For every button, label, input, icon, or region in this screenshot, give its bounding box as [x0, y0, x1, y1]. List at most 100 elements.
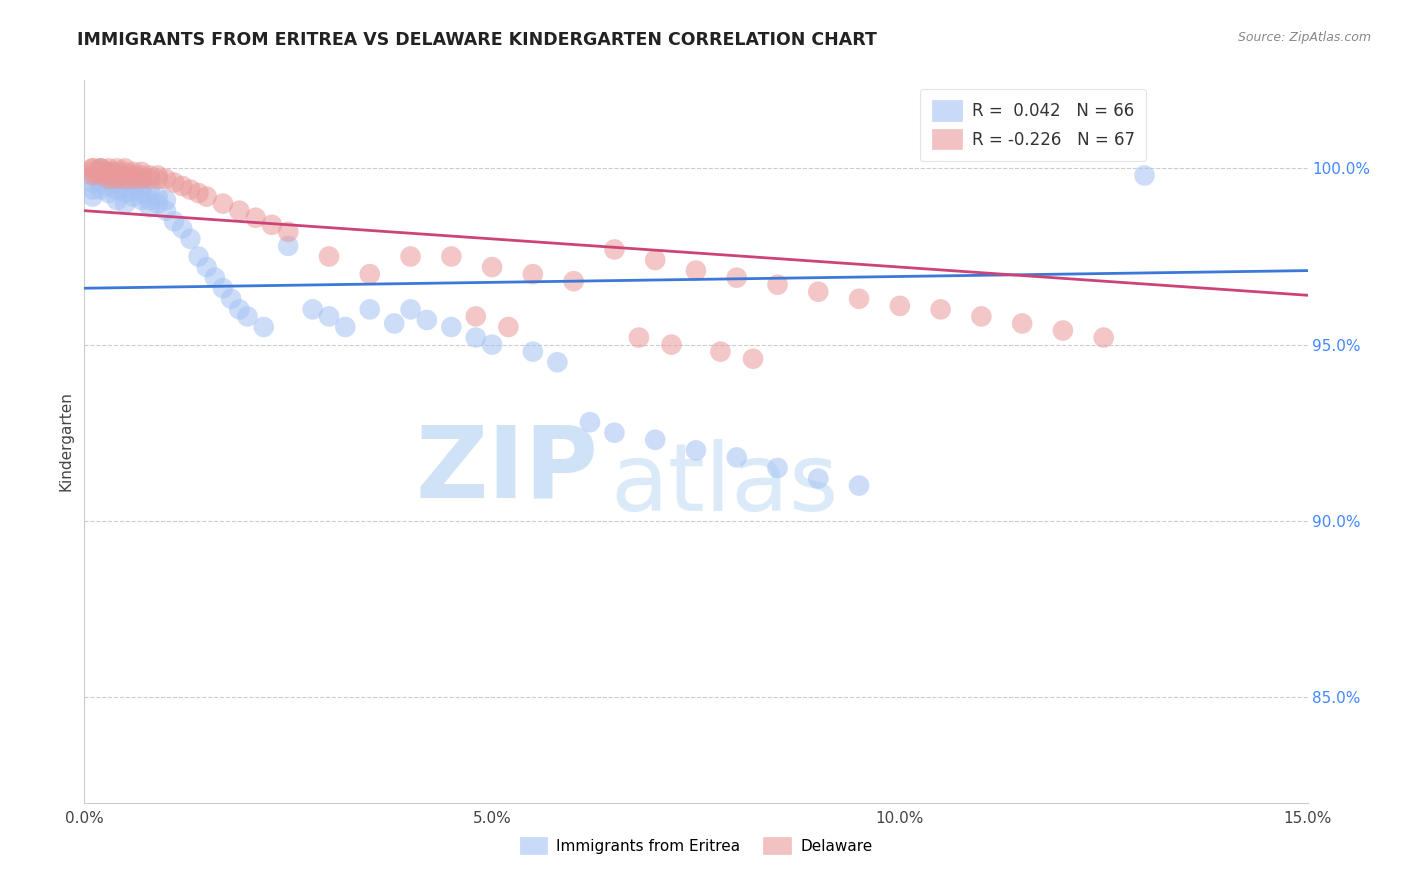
- Point: [155, 203, 177, 218]
- Point: [90, 169, 112, 183]
- Point: [725, 270, 748, 285]
- Point: [97, 186, 120, 200]
- Text: IMMIGRANTS FROM ERITREA VS DELAWARE KINDERGARTEN CORRELATION CHART: IMMIGRANTS FROM ERITREA VS DELAWARE KIND…: [77, 31, 877, 49]
- Point: [219, 292, 242, 306]
- Point: [359, 267, 381, 281]
- Point: [82, 165, 104, 179]
- Point: [105, 161, 128, 176]
- Point: [114, 186, 136, 200]
- Point: [498, 320, 520, 334]
- Point: [105, 169, 128, 183]
- Point: [114, 169, 136, 183]
- Point: [131, 193, 153, 207]
- Point: [90, 161, 112, 176]
- Point: [603, 425, 626, 440]
- Point: [399, 250, 422, 264]
- Point: [179, 182, 201, 196]
- Point: [172, 179, 194, 194]
- Point: [82, 189, 104, 203]
- Point: [97, 172, 120, 186]
- Point: [301, 302, 323, 317]
- Point: [416, 313, 439, 327]
- Point: [187, 186, 209, 200]
- Point: [260, 218, 283, 232]
- Point: [82, 169, 104, 183]
- Point: [146, 189, 169, 203]
- Point: [579, 415, 602, 429]
- Point: [114, 172, 136, 186]
- Point: [546, 355, 568, 369]
- Point: [685, 443, 707, 458]
- Point: [1011, 317, 1033, 331]
- Point: [889, 299, 911, 313]
- Point: [1133, 169, 1156, 183]
- Point: [138, 200, 160, 214]
- Point: [82, 182, 104, 196]
- Point: [131, 165, 153, 179]
- Point: [82, 161, 104, 176]
- Point: [848, 292, 870, 306]
- Point: [138, 169, 160, 183]
- Point: [122, 169, 145, 183]
- Point: [163, 214, 186, 228]
- Point: [155, 172, 177, 186]
- Point: [627, 330, 650, 344]
- Point: [382, 317, 405, 331]
- Point: [807, 285, 830, 299]
- Point: [97, 161, 120, 176]
- Point: [228, 203, 250, 218]
- Point: [212, 196, 235, 211]
- Point: [146, 169, 169, 183]
- Point: [464, 310, 486, 324]
- Point: [245, 211, 267, 225]
- Point: [195, 189, 218, 203]
- Point: [195, 260, 218, 274]
- Point: [105, 176, 128, 190]
- Point: [318, 250, 340, 264]
- Point: [522, 267, 544, 281]
- Point: [122, 165, 145, 179]
- Text: Source: ZipAtlas.com: Source: ZipAtlas.com: [1237, 31, 1371, 45]
- Point: [114, 161, 136, 176]
- Point: [138, 172, 160, 186]
- Point: [481, 260, 503, 274]
- Point: [105, 193, 128, 207]
- Point: [97, 169, 120, 183]
- Point: [644, 433, 666, 447]
- Point: [131, 179, 153, 194]
- Point: [155, 193, 177, 207]
- Point: [335, 320, 357, 334]
- Point: [236, 310, 259, 324]
- Point: [742, 351, 765, 366]
- Point: [105, 182, 128, 196]
- Point: [440, 250, 463, 264]
- Legend: Immigrants from Eritrea, Delaware: Immigrants from Eritrea, Delaware: [513, 831, 879, 860]
- Point: [172, 221, 194, 235]
- Point: [661, 337, 683, 351]
- Point: [90, 176, 112, 190]
- Text: ZIP: ZIP: [415, 422, 598, 519]
- Point: [766, 461, 789, 475]
- Y-axis label: Kindergarten: Kindergarten: [58, 392, 73, 491]
- Point: [970, 310, 993, 324]
- Point: [725, 450, 748, 465]
- Point: [138, 182, 160, 196]
- Point: [90, 169, 112, 183]
- Point: [105, 172, 128, 186]
- Point: [97, 179, 120, 194]
- Point: [1092, 330, 1115, 344]
- Point: [90, 182, 112, 196]
- Point: [204, 270, 226, 285]
- Point: [709, 344, 731, 359]
- Point: [318, 310, 340, 324]
- Point: [114, 165, 136, 179]
- Point: [440, 320, 463, 334]
- Point: [146, 172, 169, 186]
- Point: [228, 302, 250, 317]
- Point: [105, 165, 128, 179]
- Point: [562, 274, 585, 288]
- Point: [122, 182, 145, 196]
- Point: [97, 165, 120, 179]
- Text: atlas: atlas: [610, 439, 838, 531]
- Point: [90, 161, 112, 176]
